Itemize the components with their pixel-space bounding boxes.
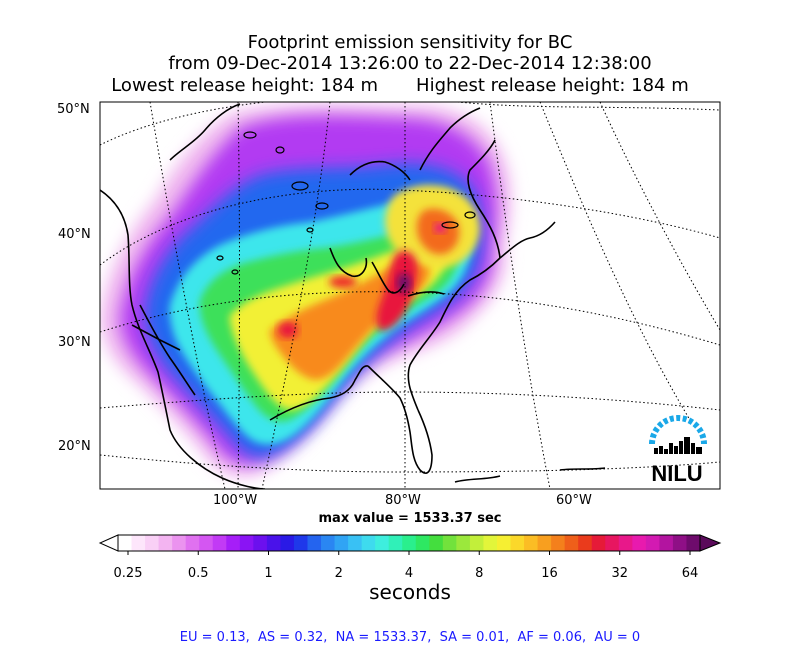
colorbar-segment xyxy=(199,535,214,551)
colorbar-segment xyxy=(212,535,227,551)
colorbar-tick-label: 2 xyxy=(335,566,343,581)
colorbar-segment xyxy=(185,535,200,551)
lat-label-30n: 30°N xyxy=(58,335,91,350)
colorbar-segment xyxy=(361,535,376,551)
colorbar-segment xyxy=(375,535,390,551)
lon-label-80w: 80°W xyxy=(385,493,421,508)
colorbar-segment xyxy=(510,535,525,551)
colorbar-high-extend xyxy=(699,534,722,552)
colorbar-segment xyxy=(618,535,633,551)
highest-release-height: Highest release height: 184 m xyxy=(416,75,689,96)
colorbar-segment xyxy=(307,535,322,551)
colorbar-segment xyxy=(280,535,295,551)
colorbar-segment xyxy=(266,535,282,551)
colorbar-segment xyxy=(321,535,336,551)
colorbar-segment xyxy=(415,535,430,551)
map-frame xyxy=(99,101,721,490)
colorbar-segment xyxy=(226,535,241,551)
colorbar-segment xyxy=(131,535,146,551)
colorbar-segment xyxy=(605,535,620,551)
colorbar-segment xyxy=(591,535,606,551)
colorbar-tick-label: 0.25 xyxy=(114,566,143,581)
lakes xyxy=(216,131,476,275)
colorbar-segment xyxy=(578,535,593,551)
colorbar-segment xyxy=(469,535,485,551)
colorbar-segment xyxy=(239,535,254,551)
colorbar-segment xyxy=(293,535,309,551)
colorbar-low-extend xyxy=(98,534,119,552)
regional-summary: EU = 0.13, AS = 0.32, NA = 1533.37, SA =… xyxy=(179,630,641,645)
colorbar-segment xyxy=(632,535,647,551)
colorbar-segment xyxy=(158,535,173,551)
chart-title: Footprint emission sensitivity for BC xyxy=(247,32,573,53)
colorbar-segment xyxy=(348,535,363,551)
nilu-logo-text: NILU xyxy=(651,461,702,486)
lowest-release-height: Lowest release height: 184 m xyxy=(111,75,379,96)
colorbar-tick-label: 32 xyxy=(611,566,628,581)
lat-label-50n: 50°N xyxy=(57,102,90,117)
colorbar-unit-label: seconds xyxy=(369,580,451,604)
lat-label-20n: 20°N xyxy=(58,439,91,454)
colorbar-segment xyxy=(118,535,133,551)
colorbar-segment xyxy=(483,535,498,551)
max-value-label: max value = 1533.37 sec xyxy=(318,511,502,526)
colorbar-segment xyxy=(442,535,457,551)
colorbar-segment xyxy=(564,535,579,551)
colorbar-tick-label: 0.5 xyxy=(188,566,209,581)
coastlines xyxy=(100,103,606,489)
lon-label-100w: 100°W xyxy=(213,493,258,508)
lon-label-60w: 60°W xyxy=(556,493,592,508)
colorbar-tick-label: 8 xyxy=(475,566,483,581)
colorbar-segment xyxy=(551,535,566,551)
colorbar-tick-label: 16 xyxy=(541,566,558,581)
colorbar-tick-label: 64 xyxy=(682,566,699,581)
colorbar-tick-label: 1 xyxy=(264,566,272,581)
colorbar-segment xyxy=(672,535,688,551)
release-height-line: Lowest release height: 184 m Highest rele… xyxy=(0,75,800,97)
colorbar-segment xyxy=(145,535,160,551)
colorbar-segment xyxy=(253,535,268,551)
colorbar-segment xyxy=(537,535,552,551)
colorbar-segment xyxy=(402,535,417,551)
lat-label-40n: 40°N xyxy=(58,227,91,242)
colorbar-segment xyxy=(172,535,187,551)
sensitivity-field xyxy=(100,104,511,477)
colorbar-segment xyxy=(496,535,512,551)
colorbar-segment xyxy=(645,535,660,551)
colorbar-segment xyxy=(456,535,471,551)
colorbar-segment xyxy=(388,535,403,551)
colorbar-segment xyxy=(686,535,701,551)
chart-subtitle-period: from 09-Dec-2014 13:26:00 to 22-Dec-2014… xyxy=(168,53,652,74)
colorbar-tick-label: 4 xyxy=(405,566,413,581)
nilu-logo: NILU xyxy=(649,415,707,486)
colorbar-segment xyxy=(659,535,674,551)
colorbar-segment xyxy=(334,535,349,551)
colorbar-segment xyxy=(429,535,444,551)
graticule xyxy=(100,102,720,489)
colorbar-segment xyxy=(524,535,539,551)
